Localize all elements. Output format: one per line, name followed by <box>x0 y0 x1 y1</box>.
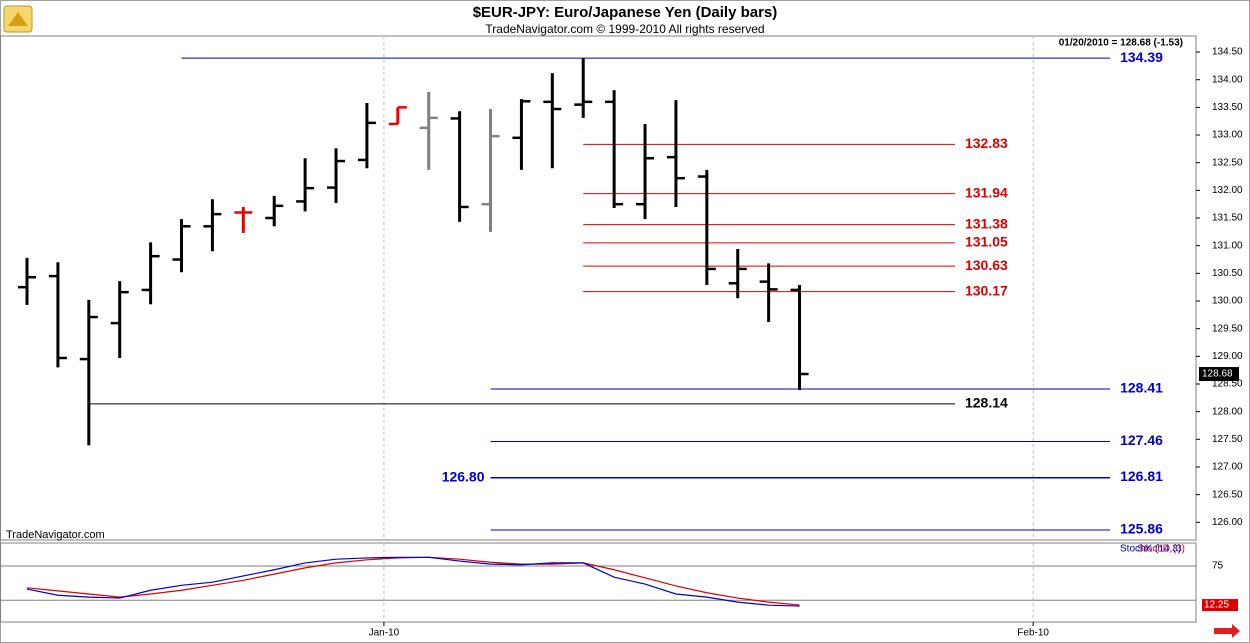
ohlc-bar <box>574 58 593 118</box>
ohlc-bar <box>141 242 160 305</box>
subtitle: TradeNavigator.com © 1999-2010 All right… <box>485 22 764 36</box>
legend-entry: StochD (3) <box>1137 544 1185 555</box>
ohlc-bar <box>327 148 346 204</box>
y-tick-label: 75 <box>1212 561 1224 572</box>
ohlc-bar <box>512 99 531 170</box>
ohlc-bar <box>296 158 315 212</box>
level-label: 127.46 <box>1120 432 1163 448</box>
y-tick-label: 126.00 <box>1212 517 1243 528</box>
level-label: 131.94 <box>965 184 1008 200</box>
ohlc-bar <box>543 73 562 169</box>
y-tick-label: 128.50 <box>1212 379 1243 390</box>
last-price-label: 128.68 <box>1202 369 1233 380</box>
y-tick-label: 130.00 <box>1212 296 1243 307</box>
y-tick-label: 131.50 <box>1212 213 1243 224</box>
level-label: 131.38 <box>965 215 1008 231</box>
watermark: TradeNavigator.com <box>6 529 105 541</box>
logo <box>3 5 33 33</box>
y-tick-label: 129.50 <box>1212 323 1243 334</box>
ohlc-bar <box>759 263 778 323</box>
level-label: 134.39 <box>1120 49 1163 65</box>
level-label: 132.83 <box>965 135 1008 151</box>
y-tick-label: 133.50 <box>1212 102 1243 113</box>
level-label: 125.86 <box>1120 521 1163 537</box>
ohlc-bar <box>481 109 500 232</box>
level-label: 131.05 <box>965 234 1008 250</box>
ohlc-bar <box>234 206 253 233</box>
y-tick-label: 127.50 <box>1212 434 1243 445</box>
y-tick-label: 128.00 <box>1212 406 1243 417</box>
ohlc-bar <box>357 102 376 169</box>
ohlc-bar <box>48 262 67 368</box>
y-tick-label: 134.50 <box>1212 47 1243 58</box>
quote-info: 01/20/2010 = 128.68 (-1.53) <box>1059 38 1183 49</box>
ohlc-bar <box>450 111 469 222</box>
y-tick-label: 130.50 <box>1212 268 1243 279</box>
last-value-label: 12.25 <box>1204 600 1229 611</box>
ohlc-bar <box>203 199 222 252</box>
level-label: 130.63 <box>965 257 1008 273</box>
x-tick-label: Jan-10 <box>369 628 400 639</box>
ohlc-bar <box>636 123 655 220</box>
ohlc-bar <box>388 106 407 126</box>
ohlc-bar <box>110 281 129 358</box>
price-panel <box>0 35 1197 541</box>
scroll-arrow[interactable] <box>1214 624 1240 638</box>
y-tick-label: 134.00 <box>1212 74 1243 85</box>
level-label: 128.14 <box>965 395 1008 411</box>
ohlc-bar <box>419 91 438 170</box>
last-value-box <box>1202 599 1238 612</box>
level-label: 126.81 <box>1120 468 1163 484</box>
ohlc-bar <box>605 90 624 209</box>
ohlc-bar <box>790 284 809 391</box>
ohlc-bar <box>79 299 98 446</box>
level-label: 130.17 <box>965 282 1008 298</box>
ohlc-bar <box>18 257 37 305</box>
legend-entry: StochK (14,3) <box>1120 544 1181 555</box>
y-tick-label: 132.50 <box>1212 157 1243 168</box>
level-label: 126.80 <box>442 469 485 485</box>
ohlc-bar <box>666 100 685 207</box>
ohlc-bar <box>172 219 191 273</box>
stoch-line <box>26 556 800 607</box>
y-tick-label: 126.50 <box>1212 489 1243 500</box>
y-tick-label: 133.00 <box>1212 130 1243 141</box>
ohlc-bar <box>697 169 716 285</box>
level-label: 128.41 <box>1120 380 1163 396</box>
title: $EUR-JPY: Euro/Japanese Yen (Daily bars) <box>473 4 778 21</box>
y-tick-label: 129.00 <box>1212 351 1243 362</box>
last-price-box <box>1199 367 1239 382</box>
y-tick-label: 131.00 <box>1212 240 1243 251</box>
y-tick-label: 127.00 <box>1212 462 1243 473</box>
y-tick-label: 132.00 <box>1212 185 1243 196</box>
ohlc-bar <box>265 195 284 227</box>
x-tick-label: Feb-10 <box>1017 628 1049 639</box>
ohlc-bar <box>728 248 747 299</box>
stoch-panel <box>0 542 1197 623</box>
